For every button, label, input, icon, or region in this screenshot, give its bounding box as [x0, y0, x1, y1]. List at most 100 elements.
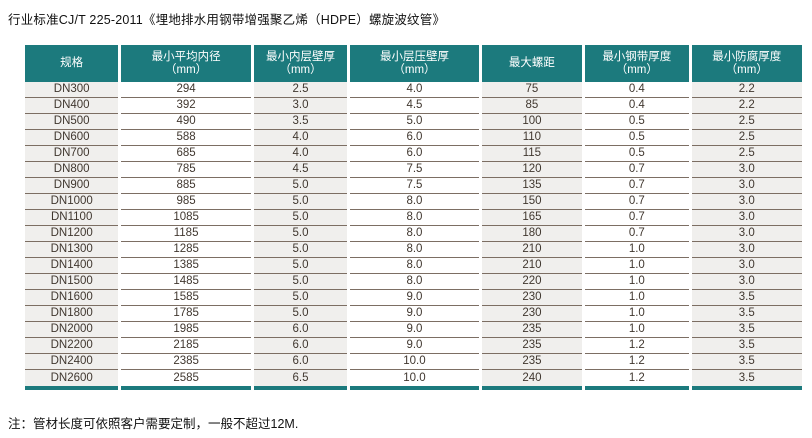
- table-cell: 150: [481, 194, 583, 210]
- table-row: DN1500 1485 5.0 8.0 220 1.0 3.0: [25, 274, 802, 290]
- table-cell: 3.5: [691, 322, 802, 338]
- table-cell: 3.0: [691, 194, 802, 210]
- table-cell: 3.5: [691, 338, 802, 354]
- table-cell: 7.5: [350, 162, 479, 178]
- table-cell: 1785: [121, 306, 251, 322]
- table-cell: 0.5: [585, 146, 689, 162]
- column-header-line2: （mm）: [393, 63, 436, 76]
- table-cell: 230: [481, 306, 583, 322]
- column-header-line1: 规格: [60, 57, 84, 69]
- table-cell: 2.2: [691, 82, 802, 98]
- table-cell: 5.0: [350, 114, 479, 130]
- table-cell: 9.0: [350, 290, 479, 306]
- table-cell: 0.4: [585, 98, 689, 114]
- table-cell: 135: [481, 178, 583, 194]
- table-cell: 1.0: [585, 306, 689, 322]
- table-cell: 8.0: [350, 210, 479, 226]
- table-cell: 0.7: [585, 162, 689, 178]
- table-cell: 985: [121, 194, 251, 210]
- table-cell: 5.0: [253, 242, 348, 258]
- table-cell: 2.2: [691, 98, 802, 114]
- column-header-line1: 最小平均内径: [151, 50, 221, 63]
- table-cell: 210: [481, 258, 583, 274]
- table-cell: 1985: [121, 322, 251, 338]
- table-cell: 1.2: [628, 371, 645, 384]
- table-cell: 3.5: [691, 354, 802, 370]
- footnote: 注：管材长度可依照客户需要定制，一般不超过12M.: [8, 417, 299, 431]
- table-body: DN300 294 2.5 4.0 75 0.4 2.2 DN400 392 3.0 4.5 85 0.…: [25, 82, 802, 386]
- table-cell: DN1100: [25, 210, 119, 226]
- bottom-bar-cell: [253, 386, 348, 390]
- table-cell: 1.2: [585, 354, 689, 370]
- table-cell: 100: [481, 114, 583, 130]
- table-cell: 3.0: [691, 274, 802, 290]
- table-cell: DN1500: [25, 274, 119, 290]
- table-cell: 165: [481, 210, 583, 226]
- table-cell: 5.0: [253, 290, 348, 306]
- table-cell: 3.0: [691, 226, 802, 242]
- table-cell: 9.0: [350, 322, 479, 338]
- table-cell: 8.0: [350, 226, 479, 242]
- table-cell: 5.0: [253, 210, 348, 226]
- table-cell: 294: [121, 82, 251, 98]
- table-cell: 1585: [121, 290, 251, 306]
- table-cell: 2.5: [691, 114, 802, 130]
- table-cell: 235: [481, 322, 583, 338]
- table-cell: 2185: [121, 338, 251, 354]
- table-cell: 2385: [121, 354, 251, 370]
- table-cell: 115: [481, 146, 583, 162]
- table-cell: 5.0: [253, 226, 348, 242]
- table-cell: 2.5: [691, 130, 802, 146]
- table-cell: DN500: [25, 114, 119, 130]
- table-cell: 3.0: [253, 98, 348, 114]
- table-cell: 85: [481, 98, 583, 114]
- table-cell: 10.0: [350, 354, 479, 370]
- table-row: DN1600 1585 5.0 9.0 230 1.0 3.5: [25, 290, 802, 306]
- table-cell: DN300: [25, 82, 119, 98]
- table-cell: 9.0: [350, 306, 479, 322]
- table-cell: 1485: [121, 274, 251, 290]
- bottom-bar-cell: [481, 386, 583, 390]
- table-row: DN2600 2585 6.5 10.0 240 1.2 3.5: [25, 370, 802, 386]
- table-cell: 6.0: [253, 338, 348, 354]
- table-cell: 2585: [173, 371, 199, 384]
- table-cell: 4.0: [350, 82, 479, 98]
- table-cell: 4.5: [350, 98, 479, 114]
- page-title: 行业标准CJ/T 225-2011《埋地排水用钢带增强聚乙烯（HDPE）螺旋波纹…: [8, 13, 446, 27]
- table-row: DN1000 985 5.0 8.0 150 0.7 3.0: [25, 194, 802, 210]
- table-cell: 3.0: [691, 162, 802, 178]
- table-cell: 6.0: [253, 322, 348, 338]
- table-row: DN1100 1085 5.0 8.0 165 0.7 3.0: [25, 210, 802, 226]
- table-cell: 0.7: [585, 178, 689, 194]
- table-row: DN500 490 3.5 5.0 100 0.5 2.5: [25, 114, 802, 130]
- bottom-bar-cell: [585, 386, 689, 390]
- table-cell: 885: [121, 178, 251, 194]
- table-row: DN2400 2385 6.0 10.0 235 1.2 3.5: [25, 354, 802, 370]
- table-cell: 0.5: [585, 130, 689, 146]
- table-cell: 3.0: [691, 258, 802, 274]
- table-cell: 0.7: [585, 194, 689, 210]
- table-cell: 4.0: [253, 146, 348, 162]
- table-cell: 5.0: [253, 274, 348, 290]
- column-header: 最大螺距: [481, 45, 583, 82]
- table-row: DN400 392 3.0 4.5 85 0.4 2.2: [25, 98, 802, 114]
- table-cell: 6.0: [253, 354, 348, 370]
- table-cell: 5.0: [253, 178, 348, 194]
- bottom-bar-cell: [25, 386, 119, 390]
- table-cell: 210: [481, 242, 583, 258]
- bottom-bar-row: [25, 386, 802, 390]
- column-header: 最小防腐厚度 （mm）: [691, 45, 802, 82]
- column-header-line1: 最小防腐厚度: [712, 50, 782, 63]
- table-row: DN700 685 4.0 6.0 115 0.5 2.5: [25, 146, 802, 162]
- table-cell: 1085: [121, 210, 251, 226]
- table-cell: DN2400: [25, 354, 119, 370]
- table-cell: DN1000: [25, 194, 119, 210]
- table-cell: DN1200: [25, 226, 119, 242]
- table-cell: 1.2: [585, 338, 689, 354]
- table-cell: 5.0: [253, 306, 348, 322]
- table-cell: 220: [481, 274, 583, 290]
- table-cell: 0.5: [585, 114, 689, 130]
- table-cell: 0.4: [585, 82, 689, 98]
- table-cell: 230: [481, 290, 583, 306]
